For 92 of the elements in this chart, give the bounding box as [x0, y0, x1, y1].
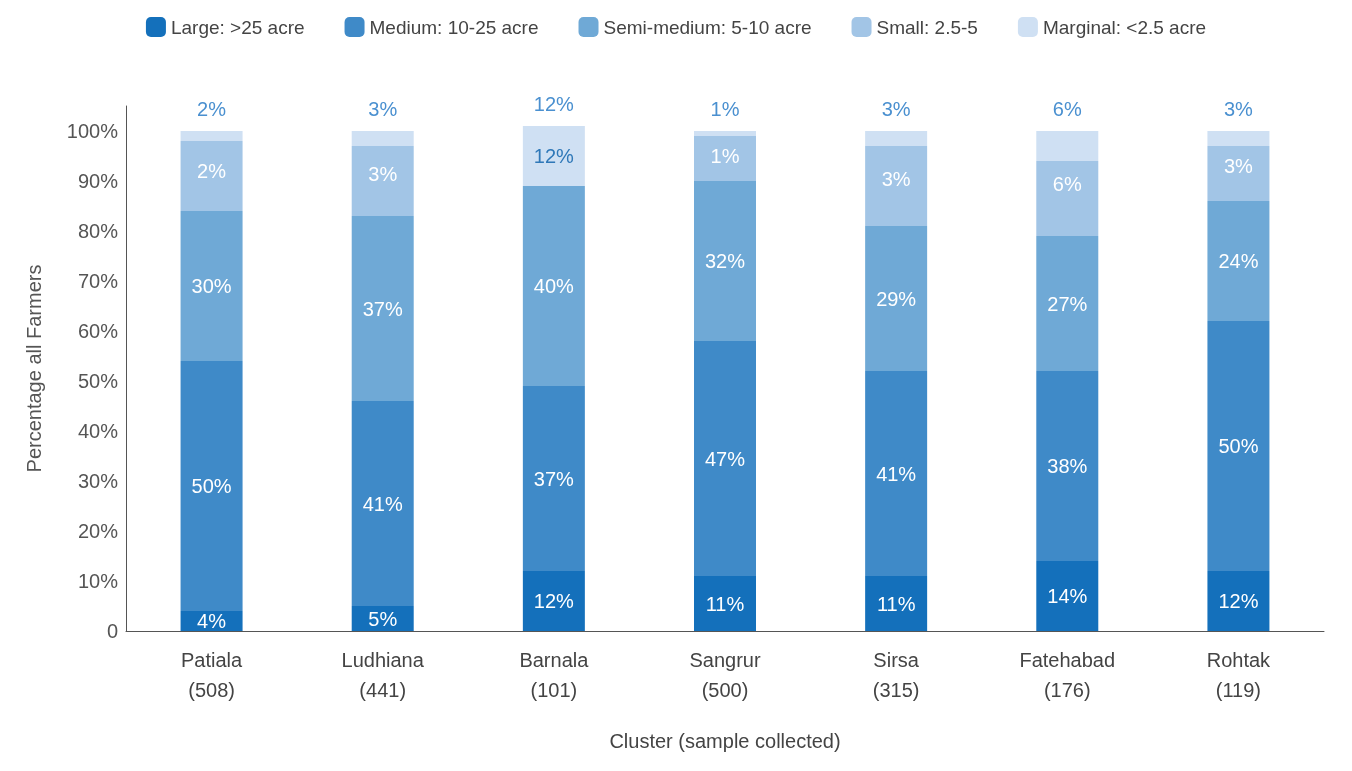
y-tick-label: 70%: [77, 270, 119, 292]
y-tick-label: 80%: [77, 220, 119, 242]
bar: [351, 131, 414, 146]
x-tick-label: Sirsa (315): [872, 649, 920, 701]
data-label: 50%: [191, 475, 232, 497]
data-label: 29%: [876, 287, 917, 310]
legend-label: Marginal: <2.5 acre: [1042, 16, 1207, 38]
bar: [351, 401, 414, 606]
data-label: 2%: [197, 98, 227, 120]
y-tick-label: 20%: [77, 520, 119, 542]
bar: [522, 386, 585, 571]
data-label: 1%: [710, 98, 740, 120]
data-label: 3%: [368, 98, 398, 120]
bar: [180, 211, 243, 361]
x-tick-label: Fatehabad (176): [1019, 649, 1116, 701]
data-label: 47%: [704, 447, 746, 470]
bar: [1036, 561, 1099, 631]
data-label: 12%: [533, 590, 575, 612]
data-label: 38%: [1047, 455, 1088, 477]
bar: [1036, 161, 1099, 236]
data-label: 14%: [1047, 585, 1088, 607]
data-label: 41%: [876, 462, 917, 485]
bar: [694, 181, 756, 341]
bar: [1036, 131, 1099, 161]
bar: [865, 226, 928, 371]
legend-label: Medium: 10-25 acre: [369, 16, 539, 38]
bar: [1036, 236, 1099, 371]
data-label: 12%: [1218, 590, 1259, 612]
data-label: 40%: [533, 275, 575, 297]
data-label: 5%: [368, 607, 398, 630]
bar: [180, 131, 243, 141]
data-label: 37%: [362, 297, 403, 320]
bar: [1207, 321, 1270, 571]
legend-label: Large: >25 acre: [170, 16, 305, 38]
data-label: 30%: [191, 275, 232, 297]
data-label: 3%: [881, 98, 911, 120]
annotation: 1%: [710, 145, 740, 167]
data-label: 4%: [197, 610, 227, 632]
data-label: 41%: [362, 492, 403, 515]
x-tick-label: Ludhiana (441): [341, 649, 425, 701]
y-tick-label: 90%: [77, 170, 119, 192]
bar: [694, 136, 756, 181]
bar: [865, 131, 928, 146]
bar: [522, 126, 585, 186]
annotation: 3%: [881, 167, 911, 190]
y-tick-label: 10%: [77, 570, 119, 592]
y-tick-label: 50%: [77, 370, 119, 392]
x-tick-label: Barnala (101): [519, 649, 590, 701]
data-label: 27%: [1047, 292, 1088, 315]
bar: [351, 216, 414, 401]
data-label: 11%: [705, 592, 745, 615]
y-axis-title: Percentage all Farmers: [23, 264, 45, 473]
data-label: 3%: [1223, 98, 1254, 120]
annotation: 2%: [197, 160, 227, 182]
bar: [180, 361, 243, 611]
y-tick-label: 60%: [77, 320, 119, 342]
x-tick-label: Sangrur (500): [689, 649, 761, 701]
bar: [1207, 131, 1270, 146]
data-label: 12%: [533, 93, 575, 115]
x-axis-title: Cluster (sample collected): [609, 730, 841, 752]
bar: [1207, 201, 1270, 321]
bar: [522, 571, 585, 631]
bar: [180, 141, 243, 211]
legend-label: Small: 2.5-5: [876, 16, 978, 38]
bar: [1207, 571, 1270, 631]
x-tick-label: Rohtak (119): [1206, 649, 1272, 701]
legend-label: Semi-medium: 5-10 acre: [603, 16, 812, 38]
annotation: 3%: [1223, 155, 1254, 177]
bar: [694, 576, 756, 631]
y-tick-label: 100%: [66, 120, 119, 142]
bar: [865, 576, 928, 631]
y-tick-label: 40%: [77, 420, 119, 442]
data-label: 24%: [1218, 250, 1259, 272]
bar: [1036, 371, 1099, 561]
bar: [1207, 146, 1270, 201]
bar: [865, 371, 928, 576]
data-label: 50%: [1218, 435, 1259, 457]
annotation: 12%: [533, 145, 575, 167]
bar: [865, 146, 928, 226]
data-label: 37%: [533, 467, 575, 490]
data-label: 32%: [704, 250, 746, 272]
bar: [522, 186, 585, 386]
annotation: 6%: [1052, 172, 1082, 195]
x-tick-label: Patiala (508): [180, 649, 244, 701]
y-tick-label: 0: [106, 620, 118, 642]
annotation: 3%: [368, 162, 398, 185]
bar: [351, 146, 414, 216]
data-label: 11%: [876, 592, 916, 615]
data-label: 6%: [1052, 98, 1082, 120]
bar: [694, 341, 756, 576]
y-tick-label: 30%: [77, 470, 119, 492]
bar: [694, 131, 756, 136]
